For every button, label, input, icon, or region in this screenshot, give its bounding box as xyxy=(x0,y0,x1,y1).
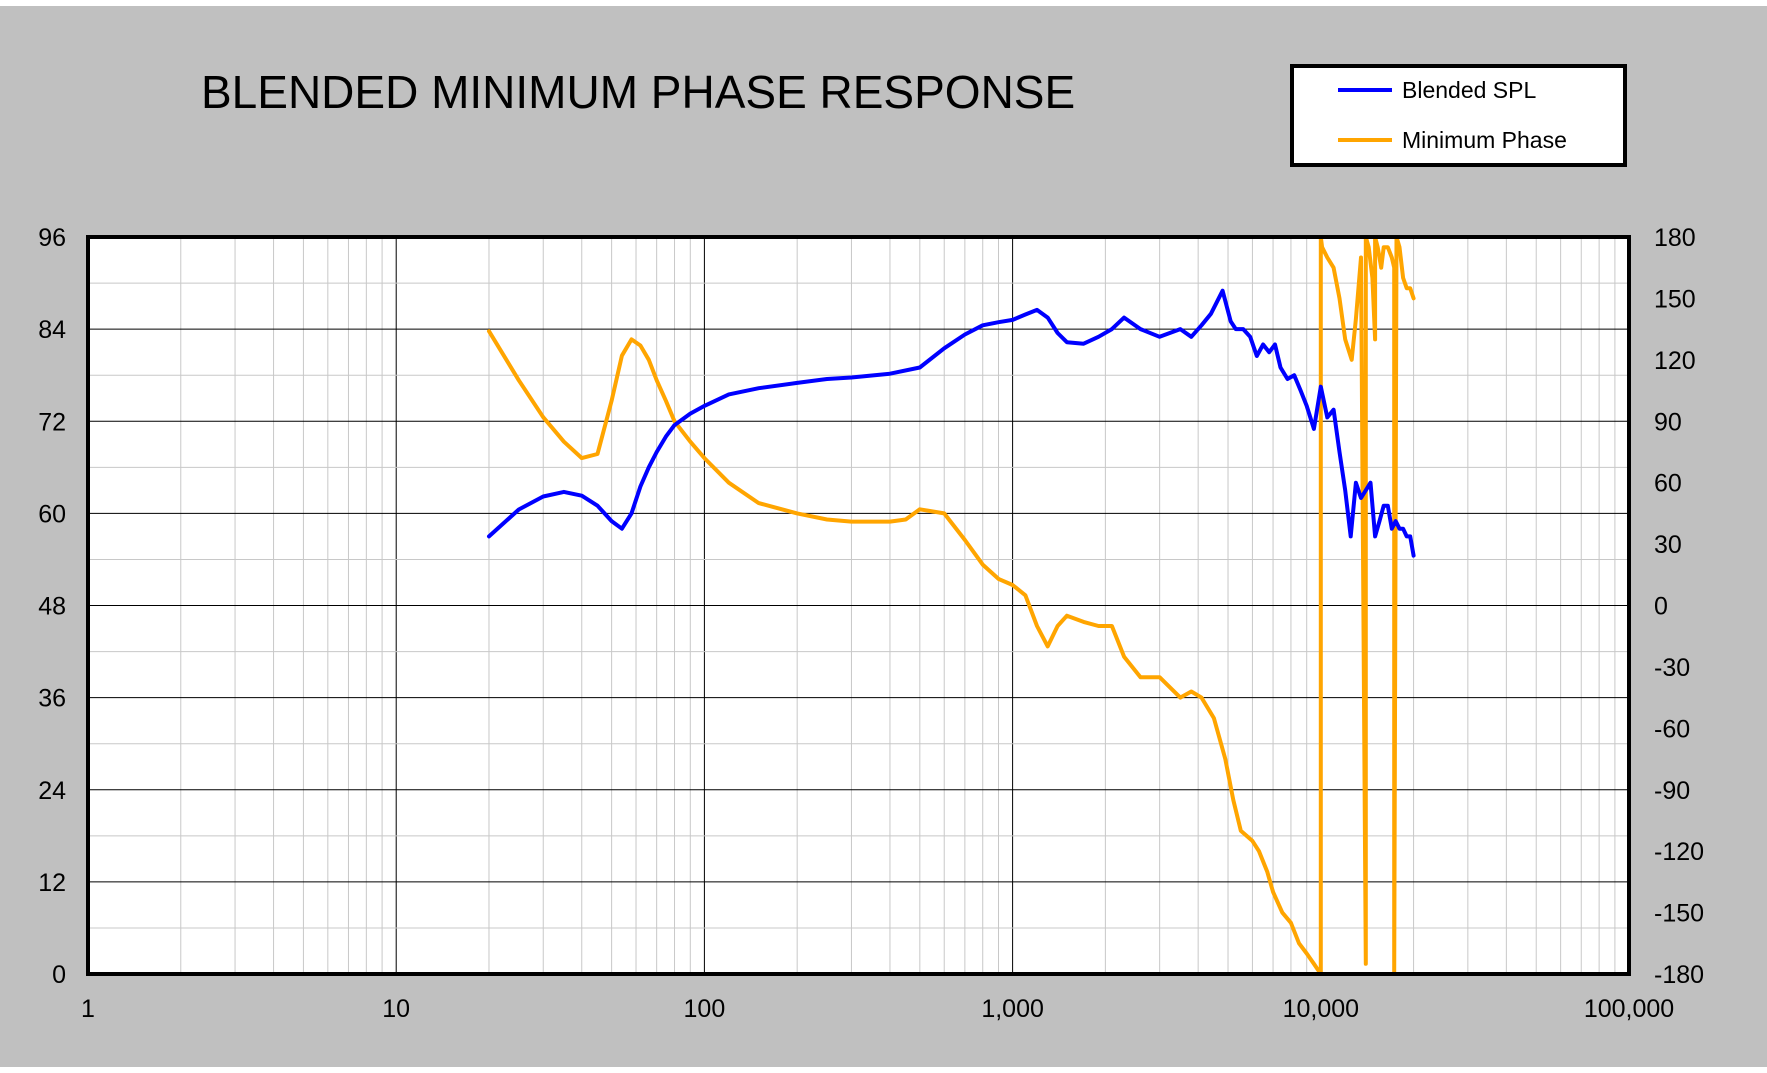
x-tick-label: 10,000 xyxy=(1283,995,1359,1023)
left-tick-label: 84 xyxy=(38,316,66,344)
right-tick-label: -90 xyxy=(1654,777,1690,805)
right-tick-label: 90 xyxy=(1654,408,1682,436)
legend: Blended SPL Minimum Phase xyxy=(1290,64,1627,167)
right-tick-label: 30 xyxy=(1654,531,1682,559)
x-axis-ticks: 1 10 100 1,000 10,000 100,000 xyxy=(81,995,1674,1023)
right-tick-label: 0 xyxy=(1654,593,1668,621)
chart-title: BLENDED MINIMUM PHASE RESPONSE xyxy=(201,66,1075,118)
left-tick-label: 36 xyxy=(38,685,66,713)
legend-box xyxy=(1290,64,1627,167)
right-tick-label: -180 xyxy=(1654,961,1704,989)
legend-label-blended-spl: Blended SPL xyxy=(1402,77,1536,103)
chart-background: 96 84 72 60 48 36 24 12 0 180 150 120 90 60 30 0 -30 -60… xyxy=(0,6,1767,1067)
left-tick-label: 12 xyxy=(38,869,66,897)
x-tick-label: 100 xyxy=(684,995,726,1023)
series-layer xyxy=(487,235,1416,976)
left-axis-ticks: 96 84 72 60 48 36 24 12 0 xyxy=(38,224,66,989)
right-tick-label: -120 xyxy=(1654,838,1704,866)
left-tick-label: 48 xyxy=(38,593,66,621)
right-tick-label: -30 xyxy=(1654,654,1690,682)
left-tick-label: 0 xyxy=(52,961,66,989)
x-tick-label: 10 xyxy=(382,995,410,1023)
right-tick-label: -60 xyxy=(1654,715,1690,743)
right-tick-label: 150 xyxy=(1654,285,1696,313)
left-tick-label: 24 xyxy=(38,777,66,805)
x-tick-label: 100,000 xyxy=(1584,995,1674,1023)
minimum-phase-line xyxy=(487,235,1416,976)
right-tick-label: 60 xyxy=(1654,470,1682,498)
x-tick-label: 1,000 xyxy=(981,995,1044,1023)
right-tick-label: -150 xyxy=(1654,900,1704,928)
left-tick-label: 72 xyxy=(38,408,66,436)
right-tick-label: 180 xyxy=(1654,224,1696,252)
right-axis-ticks: 180 150 120 90 60 30 0 -30 -60 -90 -120 -150 -180 xyxy=(1654,224,1704,989)
right-tick-label: 120 xyxy=(1654,347,1696,375)
left-tick-label: 96 xyxy=(38,224,66,252)
blended-spl-line xyxy=(487,288,1416,558)
grid xyxy=(88,237,1629,974)
legend-label-minimum-phase: Minimum Phase xyxy=(1402,127,1567,153)
left-tick-label: 60 xyxy=(38,500,66,528)
plot-border xyxy=(86,235,1631,976)
x-tick-label: 1 xyxy=(81,995,95,1023)
